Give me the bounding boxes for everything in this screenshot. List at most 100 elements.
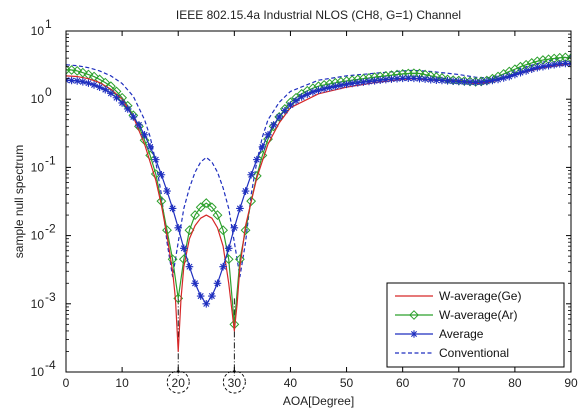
data-point-asterisk [95,83,104,91]
data-point-diamond [77,67,88,78]
data-point-asterisk [73,77,82,85]
data-point-diamond [167,254,178,265]
data-point-asterisk [488,76,497,85]
data-point-diamond [246,196,257,207]
data-point-asterisk [410,74,418,83]
data-point-asterisk [157,170,166,179]
data-point-asterisk [269,121,278,129]
data-point-asterisk [426,75,435,84]
data-point-asterisk [544,61,553,70]
legend-item: Average [395,327,484,341]
data-point-asterisk [466,78,474,86]
data-point-asterisk [539,62,547,71]
data-point-asterisk [140,131,149,139]
y-tick-exponent: -2 [45,222,56,236]
series-layer [66,52,571,353]
legend-label: Average [439,327,484,341]
data-point-asterisk [191,279,199,288]
data-point-asterisk [224,244,233,253]
data-point-asterisk [533,63,542,72]
data-point-asterisk [494,75,502,84]
data-point-asterisk [118,99,126,107]
x-tick-label: 60 [396,376,410,390]
data-point-diamond [195,202,206,213]
data-point-asterisk [398,74,407,83]
data-point-asterisk [376,76,385,84]
data-point-asterisk [264,131,272,139]
data-point-asterisk [511,70,519,79]
data-point-diamond [190,210,200,220]
data-point-asterisk [163,187,171,195]
y-tick-label: 10 [31,24,45,38]
data-point-asterisk [393,74,401,83]
data-point-asterisk [241,187,250,195]
data-point-diamond [274,111,285,122]
data-point-diamond [566,53,571,64]
data-point-asterisk [112,93,121,102]
data-point-asterisk [432,76,441,84]
y-tick-exponent: -4 [45,358,56,372]
data-point-asterisk [168,204,177,213]
legend-label: W-average(Ge) [439,289,521,303]
data-point-diamond [201,198,212,208]
y-tick-exponent: 1 [45,17,52,31]
x-tick-label: 30 [228,376,242,390]
data-point-asterisk [247,170,255,179]
data-point-asterisk [443,77,452,85]
x-tick-label: 40 [284,376,298,390]
data-point-asterisk [309,88,317,96]
data-point-asterisk [438,76,446,85]
data-point-asterisk [527,65,536,74]
legend-label: Conventional [439,346,509,360]
data-point-asterisk [151,155,160,164]
data-point-asterisk [286,101,295,109]
legend-item: Conventional [395,346,509,360]
data-point-asterisk [135,121,143,129]
data-point-asterisk [202,300,211,308]
y-tick-exponent: 0 [45,85,52,99]
x-tick-label: 0 [63,376,70,390]
plot-frame [65,30,572,373]
data-point-asterisk [449,77,457,85]
data-point-asterisk [320,85,328,93]
legend-label: W-average(Ar) [439,308,517,322]
data-point-asterisk [342,80,351,89]
legend-marker [409,310,419,320]
data-point-asterisk [297,93,306,101]
data-point-diamond [240,225,251,236]
data-point-asterisk [258,143,267,151]
y-tick-label: 10 [31,365,45,379]
data-point-diamond [218,225,229,236]
data-point-asterisk [67,76,76,85]
data-point-asterisk [219,262,227,271]
y-tick-exponent: -3 [45,290,56,304]
data-point-asterisk [415,74,424,83]
data-point-asterisk [236,204,244,213]
legend: W-average(Ge) W-average(Ar) Average Convent… [386,282,565,368]
data-point-asterisk [337,81,345,90]
legend-marker [410,330,418,338]
data-point-asterisk [252,155,261,164]
data-point-asterisk [230,224,239,232]
data-point-asterisk [505,72,514,81]
y-tick-exponent: -1 [45,153,56,167]
data-point-asterisk [365,77,373,86]
data-point-asterisk [477,78,486,86]
data-point-asterisk [123,105,132,113]
data-point-asterisk [421,75,429,83]
y-tick-label: 10 [31,160,45,174]
data-point-asterisk [382,75,390,84]
data-point-asterisk [101,85,110,94]
data-point-asterisk [471,78,480,87]
data-point-asterisk [107,89,115,98]
y-tick-label: 10 [31,297,45,311]
data-point-asterisk [303,90,312,99]
data-point-diamond [206,202,217,213]
data-point-asterisk [208,292,216,300]
data-point-asterisk [387,75,396,83]
data-point-asterisk [404,74,413,83]
y-tick-label: 10 [31,229,45,243]
